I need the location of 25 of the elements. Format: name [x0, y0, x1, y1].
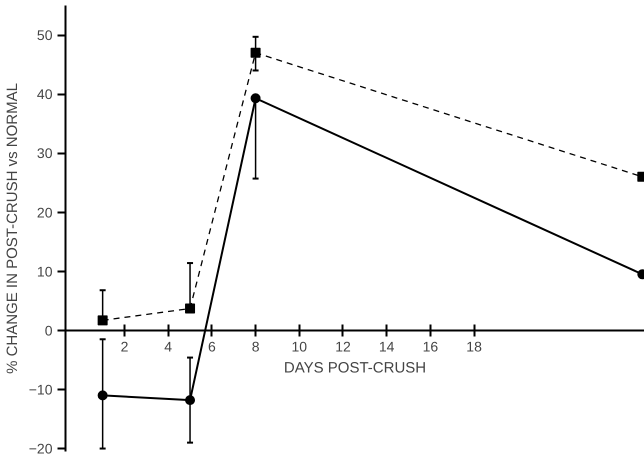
- x-tick-label: 8: [252, 338, 260, 354]
- point: [185, 304, 196, 314]
- y-tick-label: 40: [36, 86, 53, 102]
- point: [250, 93, 261, 104]
- x-tick-label: 12: [335, 338, 351, 354]
- y-tick-label: 50: [36, 27, 53, 44]
- x-tick-label: 2: [120, 338, 129, 354]
- y-tick-label: 0: [44, 322, 53, 338]
- x-tick-label: 16: [422, 338, 438, 354]
- y-tick-label: −20: [28, 440, 53, 456]
- x-tick-label: 4: [164, 338, 172, 354]
- y-tick-label: −10: [28, 381, 53, 398]
- x-tick-label: 14: [378, 338, 395, 354]
- point: [250, 48, 261, 58]
- point: [98, 315, 108, 326]
- x-tick-label: 6: [208, 338, 216, 354]
- point: [185, 395, 196, 406]
- y-tick-label: 10: [36, 263, 53, 280]
- y-tick-label: 20: [36, 204, 53, 220]
- x-tick-label: 18: [466, 338, 482, 354]
- point: [98, 390, 108, 400]
- x-tick-label: 10: [292, 338, 308, 354]
- x-axis-title: DAYS POST-CRUSH: [284, 360, 426, 376]
- y-tick-label: 30: [36, 145, 53, 162]
- y-axis-title: % CHANGE IN POST-CRUSH vs NORMAL: [4, 83, 21, 374]
